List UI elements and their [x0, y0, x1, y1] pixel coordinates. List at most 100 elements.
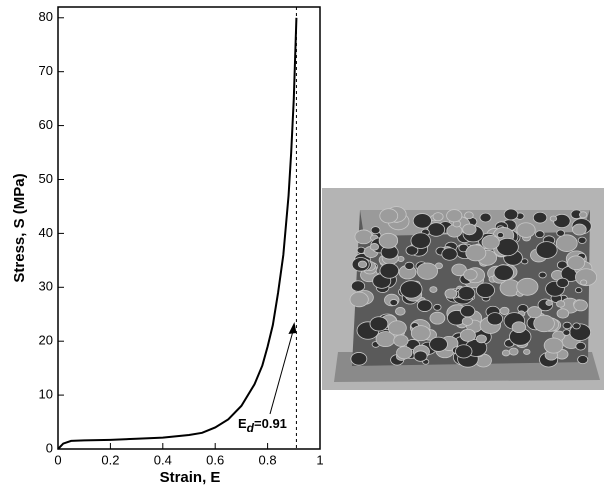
pore: [461, 316, 474, 326]
curve: [57, 17, 298, 450]
pore: [556, 229, 565, 237]
pore: [432, 212, 444, 222]
pore: [556, 308, 570, 319]
pore: [451, 263, 467, 277]
pore: [393, 334, 409, 347]
y-axis-title: Stress, S (MPa): [11, 173, 28, 282]
pore: [350, 352, 368, 366]
pore: [556, 260, 568, 270]
pore: [410, 325, 431, 342]
x-tick-label: 0.6: [206, 452, 224, 467]
pore: [476, 334, 487, 344]
pore: [350, 280, 366, 292]
pore: [370, 226, 381, 235]
pore: [369, 316, 389, 332]
arrow: [269, 325, 295, 415]
annotation-part: E: [238, 416, 247, 431]
pore: [416, 262, 438, 280]
pore: [572, 223, 587, 236]
pore: [387, 320, 407, 336]
pore: [572, 322, 581, 330]
pore: [349, 291, 369, 308]
pore: [429, 286, 438, 293]
pore: [577, 236, 587, 244]
pore: [523, 348, 531, 355]
x-tick-label: 0.8: [259, 452, 277, 467]
x-tick-label: 1: [316, 452, 323, 467]
pore: [463, 268, 478, 281]
y-tick-label: 50: [39, 171, 53, 186]
pore: [496, 232, 505, 239]
pore: [573, 299, 588, 312]
pore: [379, 262, 400, 279]
pore: [369, 243, 379, 251]
pore: [354, 229, 373, 245]
pore: [486, 312, 504, 326]
pore: [379, 208, 399, 224]
pore: [413, 350, 428, 362]
pore: [457, 286, 476, 301]
pore: [575, 287, 583, 294]
pore: [444, 288, 458, 299]
pore: [516, 277, 539, 296]
annotation: Ed=0.91: [238, 416, 287, 435]
pore: [580, 279, 588, 286]
y-tick-label: 70: [39, 63, 53, 78]
pore: [465, 244, 487, 262]
pore: [555, 234, 578, 252]
pore: [395, 307, 406, 316]
pore: [527, 306, 542, 319]
pore: [410, 232, 431, 249]
y-tick-label: 30: [39, 279, 53, 294]
pore: [389, 299, 398, 307]
pore: [575, 341, 586, 351]
pore: [405, 245, 419, 256]
pore: [378, 232, 399, 249]
pore: [549, 215, 558, 222]
pore: [499, 306, 510, 315]
pore: [459, 328, 476, 342]
pore: [503, 208, 519, 221]
pore: [535, 241, 558, 259]
pore: [412, 213, 432, 229]
pore: [562, 321, 572, 330]
x-tick-label: 0: [54, 452, 61, 467]
y-tick-label: 0: [46, 440, 53, 455]
pore: [446, 209, 463, 223]
pore: [545, 299, 553, 306]
pore: [462, 223, 477, 236]
pore: [493, 264, 514, 281]
pore: [357, 260, 368, 269]
pore: [532, 211, 548, 224]
y-tick-label: 60: [39, 117, 53, 132]
pore: [508, 347, 519, 356]
pore: [501, 349, 511, 357]
pore: [455, 344, 473, 359]
pore: [538, 271, 547, 279]
pore: [433, 303, 442, 311]
pore: [441, 247, 458, 261]
arrow-head: [288, 322, 297, 334]
annotation-part: d: [247, 421, 255, 435]
pore: [562, 329, 571, 336]
x-tick-label: 0.2: [101, 452, 119, 467]
pore: [404, 261, 415, 270]
pore: [464, 211, 474, 220]
y-tick-label: 10: [39, 387, 53, 402]
pore: [579, 211, 588, 219]
pore: [556, 300, 566, 308]
pore: [556, 277, 569, 288]
pore: [399, 280, 423, 299]
plot-frame: [57, 6, 321, 450]
pore: [516, 222, 536, 238]
pore: [429, 311, 446, 325]
pore: [460, 304, 476, 318]
annotation-part: =0.91: [254, 416, 287, 431]
y-tick-label: 20: [39, 333, 53, 348]
pore: [429, 336, 448, 352]
pore: [511, 321, 527, 334]
pore: [543, 337, 564, 354]
pore: [416, 299, 433, 312]
foam-photo: [322, 188, 604, 390]
